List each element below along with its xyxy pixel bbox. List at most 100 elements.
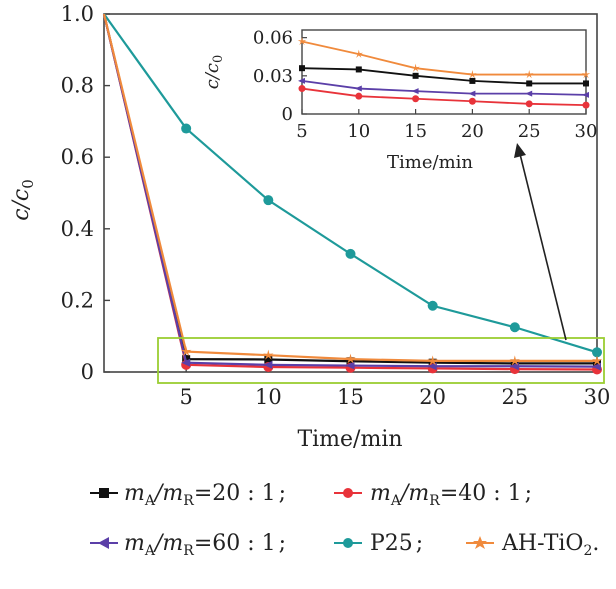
inset-y-ticks: 0 0.03 0.06 [253, 28, 307, 125]
main-data-point [427, 362, 437, 371]
inset-series-line [301, 87, 587, 106]
inset-data-point [412, 72, 419, 79]
main-data-point [509, 362, 519, 371]
main-x-tick-label: 10 [255, 385, 282, 409]
main-series-2 [102, 13, 601, 371]
inset-series-1 [298, 85, 590, 109]
main-plot: 00.20.40.60.81.0 5 10 15 20 25 30 c/c0 Time/m… [9, 2, 610, 452]
inset-y-tick-label: 0.03 [253, 66, 293, 87]
main-data-point [180, 346, 192, 357]
inset-data-point [525, 100, 533, 108]
legend-marker-60-1 [98, 537, 109, 549]
main-x-tick-label: 25 [501, 385, 528, 409]
inset-series-line [301, 80, 587, 96]
inset-x-tick-label: 10 [347, 121, 370, 142]
legend: mA/mR=20 : 1; mA/mR=40 : 1; mA/mR=60 : 1… [90, 481, 599, 559]
inset-data-point [298, 77, 305, 84]
main-data-point [181, 123, 192, 134]
main-data-point [593, 359, 601, 368]
inset-x-tick-label: 15 [404, 121, 427, 142]
highlight-box [157, 337, 605, 384]
inset-data-point [355, 66, 362, 73]
main-y-tick-label: 1.0 [61, 2, 94, 26]
main-y-tick-label: 0.4 [61, 217, 94, 241]
inset-data-point [299, 65, 305, 72]
main-x-tick-label: 30 [584, 385, 611, 409]
main-data-point [509, 355, 521, 366]
inset-data-point [354, 49, 364, 58]
inset-x-tick-label: 30 [575, 121, 598, 142]
main-y-tick-label: 0 [81, 360, 94, 384]
main-data-point [264, 355, 273, 364]
main-data-point [592, 362, 601, 371]
inset-y-axis-title-main: c/c [202, 63, 223, 89]
legend-marker-20-1 [99, 488, 109, 498]
legend-label-40-1: mA/mR=40 : 1; [370, 481, 532, 509]
legend-item-60-1: mA/mR=60 : 1; [90, 531, 286, 559]
legend-item-20-1: mA/mR=20 : 1; [90, 481, 286, 509]
inset-series-2 [298, 77, 589, 98]
inset-y-tick-label: 0.06 [253, 28, 293, 49]
inset-data-point [581, 70, 591, 79]
main-y-axis-title-sub: 0 [19, 179, 37, 189]
inset-data-point [468, 90, 476, 97]
main-data-point [263, 360, 273, 369]
inset-series-line [301, 67, 586, 85]
inset-x-tick-label: 20 [461, 121, 484, 142]
main-data-point [345, 248, 356, 259]
main-series-3 [103, 13, 602, 358]
legend-label-p25: P25; [370, 531, 423, 556]
inset-series [297, 36, 591, 109]
inset-data-point [524, 70, 534, 79]
legend-item-ah-tio2: AH-TiO2. [466, 531, 599, 559]
legend-label-20-1: mA/mR=20 : 1; [124, 481, 286, 509]
inset-plot: 00.030.06 5 10 15 20 25 30 c/c0 Time/min [202, 28, 597, 173]
inset-callout-arrow [514, 143, 567, 341]
main-x-tick-label: 5 [179, 385, 192, 409]
main-x-tick-label: 15 [337, 385, 364, 409]
main-x-axis-title: Time/min [297, 427, 402, 452]
legend-marker-p25 [343, 538, 353, 548]
inset-x-tick-label: 25 [518, 121, 541, 142]
legend-item-40-1: mA/mR=40 : 1; [334, 481, 532, 509]
main-data-point [345, 361, 355, 370]
main-x-tick-label: 20 [419, 385, 446, 409]
inset-data-point [298, 85, 306, 93]
main-data-point [263, 195, 274, 206]
inset-y-axis-title-sub: 0 [211, 55, 226, 63]
main-data-point [509, 322, 520, 333]
inset-data-point [468, 97, 476, 105]
main-data-point [510, 359, 519, 368]
main-data-point [263, 349, 274, 360]
inset-data-point [582, 91, 589, 98]
inset-series-0 [299, 65, 589, 87]
inset-data-point [297, 36, 307, 46]
main-y-tick-label: 0.2 [61, 288, 94, 312]
inset-series-3 [297, 36, 591, 79]
inset-data-point [411, 88, 419, 95]
legend-marker-ah-tio2 [473, 536, 487, 549]
inset-data-point [412, 95, 420, 103]
main-y-axis-title: c/c0 [9, 179, 37, 221]
main-data-point [181, 358, 191, 367]
inset-data-point [582, 101, 590, 109]
inset-data-point [526, 80, 533, 87]
legend-label-60-1: mA/mR=60 : 1; [124, 531, 286, 559]
inset-data-point [583, 80, 589, 87]
legend-item-p25: P25; [334, 531, 423, 556]
legend-marker-40-1 [343, 488, 353, 498]
inset-x-axis-title: Time/min [387, 152, 473, 173]
inset-data-point [525, 90, 533, 97]
inset-data-point [355, 92, 363, 100]
main-y-axis-title-main: c/c [9, 189, 34, 221]
main-data-point [592, 347, 602, 358]
inset-y-axis-title: c/c0 [202, 55, 226, 90]
main-y-tick-label: 0.8 [61, 74, 94, 98]
main-y-tick-label: 0.6 [61, 145, 94, 169]
inset-data-point [354, 85, 362, 92]
inset-data-point [468, 70, 477, 79]
inset-series-line [301, 40, 586, 76]
inset-data-point [469, 77, 476, 84]
main-series-4 [102, 13, 603, 366]
